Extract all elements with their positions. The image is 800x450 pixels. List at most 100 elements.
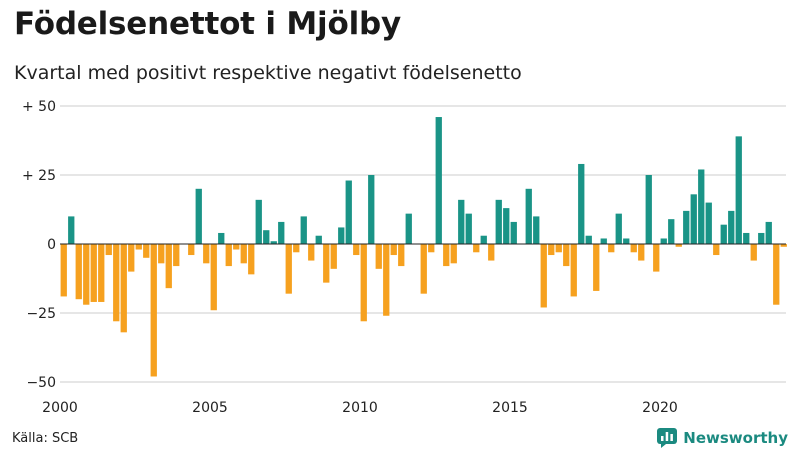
bar bbox=[698, 169, 705, 244]
bar bbox=[75, 244, 82, 300]
bar bbox=[398, 244, 405, 267]
bar bbox=[593, 244, 600, 291]
bar bbox=[68, 216, 75, 244]
bar bbox=[120, 244, 127, 333]
bar bbox=[345, 180, 352, 244]
bar bbox=[585, 235, 592, 244]
bar bbox=[83, 244, 90, 305]
bar bbox=[195, 188, 202, 244]
bar bbox=[248, 244, 255, 275]
bar bbox=[293, 244, 300, 253]
bar bbox=[675, 244, 682, 247]
bar bbox=[488, 244, 495, 261]
bar bbox=[330, 244, 337, 269]
bar bbox=[630, 244, 637, 253]
bar bbox=[540, 244, 547, 308]
y-tick-label: 0 bbox=[47, 237, 56, 253]
bar bbox=[263, 230, 270, 244]
bar bbox=[638, 244, 645, 261]
bar bbox=[98, 244, 105, 302]
bar bbox=[623, 238, 630, 244]
bar bbox=[780, 244, 787, 247]
bar bbox=[533, 216, 540, 244]
x-tick-label: 2010 bbox=[342, 400, 378, 416]
bar bbox=[645, 175, 652, 244]
bar bbox=[705, 202, 712, 244]
bar bbox=[135, 244, 142, 250]
bar bbox=[405, 213, 412, 244]
bar bbox=[158, 244, 165, 264]
bar bbox=[233, 244, 240, 250]
bar bbox=[480, 235, 487, 244]
bar bbox=[278, 221, 285, 244]
bar bbox=[600, 238, 607, 244]
bar bbox=[773, 244, 780, 305]
bar bbox=[570, 244, 577, 297]
y-tick-label: + 50 bbox=[22, 99, 56, 115]
bar bbox=[105, 244, 112, 256]
bar bbox=[615, 213, 622, 244]
bar bbox=[668, 219, 675, 244]
x-tick-label: 2020 bbox=[642, 400, 678, 416]
bar bbox=[308, 244, 315, 261]
y-tick-label: −50 bbox=[26, 375, 56, 391]
bar bbox=[390, 244, 397, 256]
bar bbox=[578, 163, 585, 244]
bar bbox=[338, 227, 345, 244]
bar bbox=[473, 244, 480, 253]
bar bbox=[375, 244, 382, 269]
bar bbox=[300, 216, 307, 244]
bar bbox=[720, 224, 727, 244]
chart-title: Födelsenettot i Mjölby bbox=[14, 6, 401, 42]
bar bbox=[165, 244, 172, 289]
y-tick-label: + 25 bbox=[22, 168, 56, 184]
bar bbox=[113, 244, 120, 322]
bar bbox=[495, 199, 502, 244]
bar bbox=[683, 210, 690, 244]
bar bbox=[143, 244, 150, 258]
bar-chart-logo-icon bbox=[657, 428, 678, 448]
bar bbox=[563, 244, 570, 267]
bar bbox=[713, 244, 720, 256]
bar bbox=[660, 238, 667, 244]
bar bbox=[428, 244, 435, 253]
bar bbox=[758, 232, 765, 244]
bar bbox=[173, 244, 180, 267]
bar bbox=[503, 208, 510, 244]
bar bbox=[323, 244, 330, 283]
bar bbox=[360, 244, 367, 322]
bar bbox=[450, 244, 457, 264]
bar bbox=[548, 244, 555, 256]
bar bbox=[690, 194, 697, 244]
bar bbox=[765, 221, 772, 244]
bar bbox=[353, 244, 360, 256]
bar bbox=[270, 241, 277, 244]
brand-name: Newsworthy bbox=[683, 429, 788, 447]
bar bbox=[510, 221, 517, 244]
bar bbox=[218, 232, 225, 244]
bar bbox=[750, 244, 757, 261]
bar bbox=[525, 188, 532, 244]
bar bbox=[608, 244, 615, 253]
bar bbox=[653, 244, 660, 272]
bar bbox=[735, 136, 742, 244]
bar bbox=[203, 244, 210, 264]
bar bbox=[60, 244, 67, 297]
bar bbox=[240, 244, 247, 264]
bar bbox=[420, 244, 427, 294]
x-tick-label: 2000 bbox=[42, 400, 78, 416]
y-tick-label: −25 bbox=[26, 306, 56, 322]
bar bbox=[90, 244, 97, 302]
bar bbox=[315, 235, 322, 244]
bar bbox=[128, 244, 135, 272]
bar bbox=[368, 175, 375, 244]
chart-subtitle: Kvartal med positivt respektive negativt… bbox=[14, 62, 522, 84]
brand-logo: Newsworthy bbox=[657, 428, 788, 448]
source-note: Källa: SCB bbox=[12, 431, 79, 446]
bar bbox=[383, 244, 390, 316]
bar bbox=[728, 210, 735, 244]
bar bbox=[458, 199, 465, 244]
bar bbox=[150, 244, 157, 377]
x-tick-label: 2005 bbox=[192, 400, 228, 416]
